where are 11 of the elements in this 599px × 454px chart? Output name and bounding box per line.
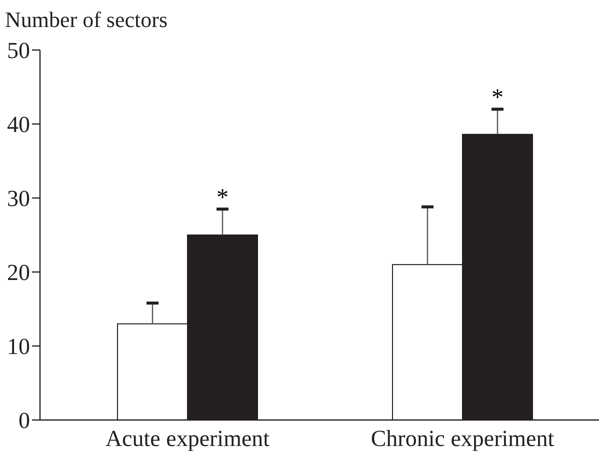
y-tick-label: 40 (7, 112, 30, 138)
y-tick-label: 50 (7, 38, 30, 64)
y-tick-label: 20 (7, 260, 30, 286)
x-tick-label: Acute experiment (105, 426, 270, 451)
annotation: * (492, 85, 504, 112)
annotation: * (216, 185, 228, 212)
x-tick-label: Chronic experiment (370, 426, 555, 451)
y-axis-title: Number of sectors (5, 7, 168, 32)
y-tick-label: 0 (18, 408, 30, 434)
y-tick-label: 30 (7, 186, 30, 212)
y-tick-label: 10 (7, 334, 30, 360)
